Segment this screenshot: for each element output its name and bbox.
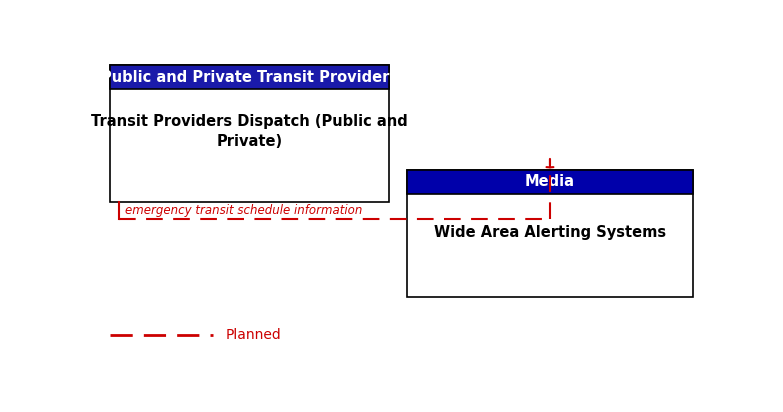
- Bar: [110, 65, 389, 89]
- Text: Planned: Planned: [226, 328, 281, 342]
- Bar: [407, 170, 693, 194]
- Text: Wide Area Alerting Systems: Wide Area Alerting Systems: [434, 225, 666, 241]
- Bar: [407, 170, 693, 297]
- Text: Media: Media: [525, 174, 575, 190]
- Bar: [407, 170, 693, 194]
- Bar: [110, 65, 389, 89]
- Text: Public and Private Transit Providers: Public and Private Transit Providers: [101, 70, 398, 85]
- Bar: [110, 66, 389, 202]
- Text: Transit Providers Dispatch (Public and
Private): Transit Providers Dispatch (Public and P…: [91, 115, 408, 149]
- Text: emergency transit schedule information: emergency transit schedule information: [125, 204, 363, 217]
